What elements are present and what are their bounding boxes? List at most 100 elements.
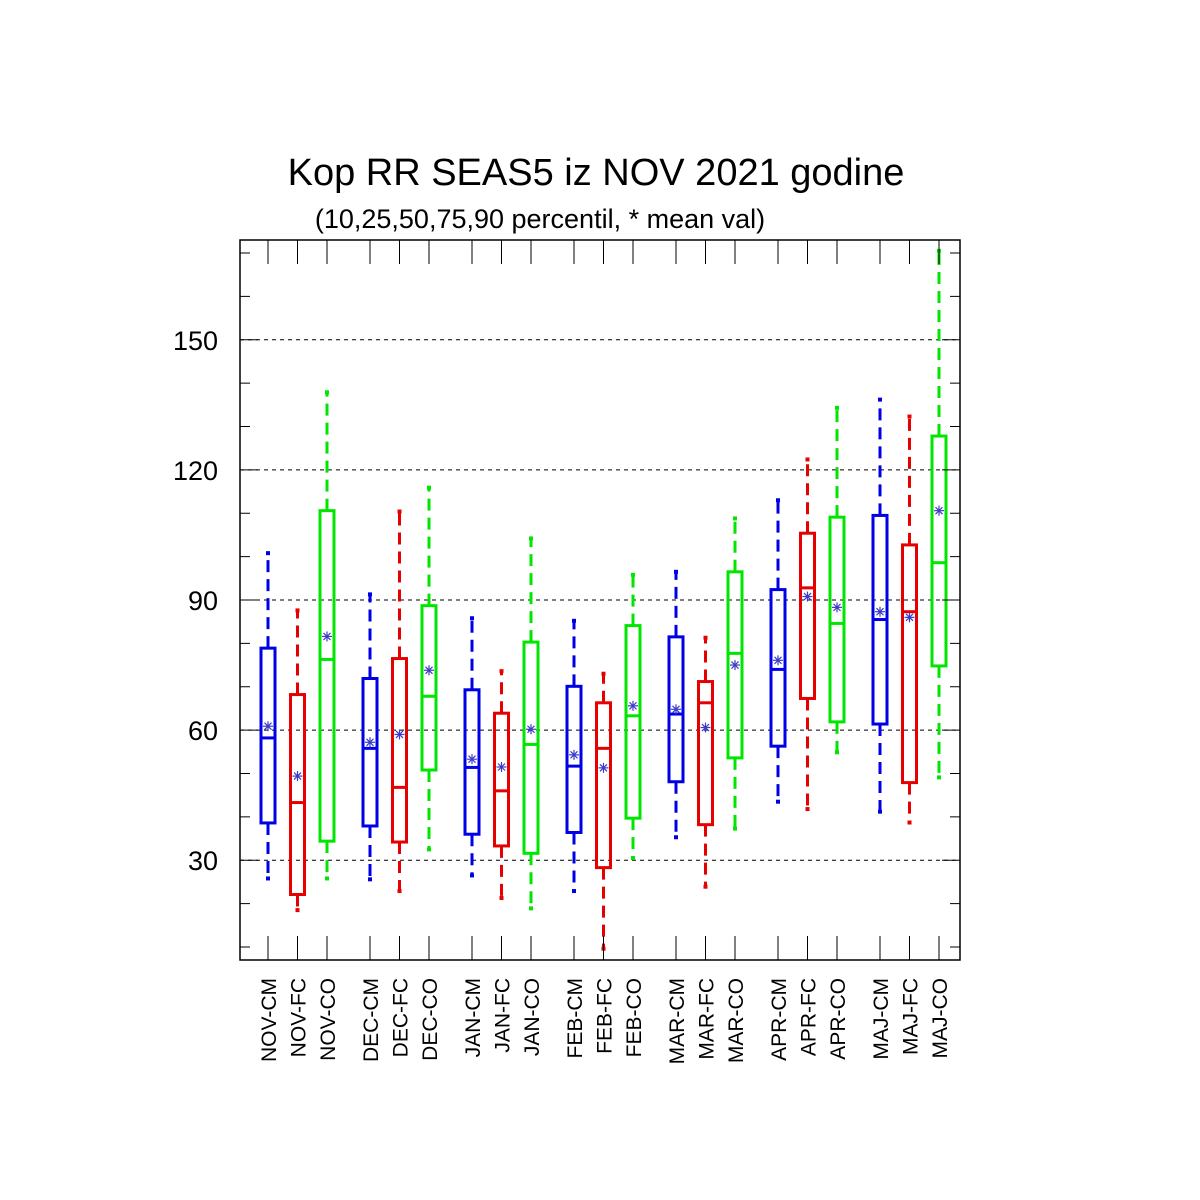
box-mar-fc xyxy=(697,635,714,889)
iqr-box xyxy=(318,509,336,843)
x-tick-label: MAJ-FC xyxy=(900,978,923,1055)
box-dec-co xyxy=(420,485,438,852)
mean-marker xyxy=(424,665,434,676)
box-jan-fc xyxy=(493,669,510,900)
mean-marker xyxy=(569,749,579,760)
box-dec-cm xyxy=(361,592,379,882)
mean-marker-stroke xyxy=(672,705,680,714)
box-feb-fc xyxy=(595,671,612,951)
y-tick-label: 150 xyxy=(173,326,218,356)
iqr-box xyxy=(828,515,846,724)
box-feb-cm xyxy=(565,618,583,894)
mean-marker xyxy=(292,771,303,782)
mean-marker xyxy=(934,505,944,516)
box-jan-co xyxy=(522,536,540,911)
mean-marker-stroke xyxy=(935,506,943,515)
iqr-box xyxy=(391,657,408,844)
chart-title: Kop RR SEAS5 iz NOV 2021 godine xyxy=(288,152,905,194)
x-tick-label: FEB-CO xyxy=(623,978,646,1057)
iqr-box xyxy=(799,531,816,700)
x-tick-label: JAN-CO xyxy=(521,978,544,1056)
iqr-box xyxy=(595,701,612,870)
mean-marker xyxy=(802,591,813,602)
box-mar-co xyxy=(726,516,744,831)
mean-marker-stroke xyxy=(468,755,476,764)
mean-marker-stroke xyxy=(599,763,608,772)
box-maj-cm xyxy=(871,397,889,814)
mean-marker-stroke xyxy=(323,632,331,641)
x-tick-label: NOV-FC xyxy=(288,978,311,1057)
iqr-box xyxy=(624,624,642,820)
mean-marker xyxy=(773,655,783,666)
iqr-box xyxy=(726,570,744,760)
x-tick-label: MAJ-CM xyxy=(870,978,893,1060)
iqr-box xyxy=(522,640,540,855)
mean-marker-stroke xyxy=(527,725,535,734)
plot-frame xyxy=(239,239,961,961)
iqr-box xyxy=(420,604,438,772)
mean-marker xyxy=(598,762,609,773)
mean-marker xyxy=(730,660,740,671)
x-tick-label: DEC-CM xyxy=(360,978,383,1062)
iqr-box xyxy=(901,543,918,785)
mean-marker-stroke xyxy=(497,763,506,771)
mean-marker xyxy=(322,631,332,642)
y-tick-label: 60 xyxy=(188,716,218,746)
iqr-box xyxy=(565,684,583,834)
mean-marker-stroke xyxy=(905,613,914,622)
box-apr-fc xyxy=(799,457,816,812)
mean-marker-stroke xyxy=(293,772,302,781)
box-maj-co xyxy=(930,248,948,780)
mean-marker xyxy=(628,700,638,711)
x-tick-label: NOV-CO xyxy=(317,978,340,1061)
mean-marker-stroke xyxy=(876,607,884,616)
iqr-box xyxy=(930,434,948,668)
box-apr-co xyxy=(828,405,846,755)
mean-marker-stroke xyxy=(425,666,433,675)
box-feb-co xyxy=(624,572,642,861)
y-tick-label: 120 xyxy=(173,456,218,486)
mean-marker xyxy=(700,722,711,733)
box-nov-fc xyxy=(289,608,306,913)
box-layer xyxy=(259,248,948,951)
iqr-box xyxy=(769,588,787,748)
mean-marker xyxy=(394,729,405,740)
x-tick-label: JAN-FC xyxy=(492,978,515,1053)
x-tick-label: NOV-CM xyxy=(258,978,281,1062)
mean-marker xyxy=(263,721,273,732)
mean-marker-stroke xyxy=(264,722,272,731)
x-tick-label: FEB-FC xyxy=(594,978,617,1054)
mean-marker-stroke xyxy=(774,656,782,665)
mean-marker xyxy=(526,724,536,735)
x-tick-label: MAR-CO xyxy=(725,978,748,1063)
mean-marker-stroke xyxy=(731,661,739,669)
iqr-box xyxy=(697,680,714,827)
box-dec-fc xyxy=(391,509,408,894)
mean-marker-stroke xyxy=(570,750,578,759)
iqr-box xyxy=(667,635,685,784)
y-tick-label: 90 xyxy=(188,586,218,616)
x-tick-label: DEC-FC xyxy=(390,978,413,1057)
mean-marker-stroke xyxy=(833,603,841,612)
box-nov-co xyxy=(318,390,336,881)
chart-subtitle: (10,25,50,75,90 percentil, * mean val) xyxy=(315,204,765,234)
mean-marker xyxy=(904,612,915,623)
grid-lines xyxy=(240,339,960,861)
iqr-box xyxy=(259,646,277,825)
axes: 30 60 90 120 150 NOV-CM NOV-FC NOV-CO DEC-CM DEC-… xyxy=(173,240,960,1064)
x-tick-label: MAJ-CO xyxy=(929,978,952,1059)
box-nov-cm xyxy=(259,551,277,881)
x-tick-label: MAR-CM xyxy=(666,978,689,1064)
x-tick-label: DEC-CO xyxy=(419,978,442,1061)
box-jan-cm xyxy=(463,616,481,878)
x-tick-label: JAN-CM xyxy=(462,978,485,1057)
x-tick-label: FEB-CM xyxy=(564,978,587,1059)
iqr-box xyxy=(463,688,481,836)
mean-marker xyxy=(467,754,477,765)
box-apr-cm xyxy=(769,498,787,804)
iqr-box xyxy=(493,711,510,848)
x-tick-label: APR-CM xyxy=(768,978,791,1061)
mean-marker xyxy=(496,761,507,772)
mean-marker-stroke xyxy=(395,730,404,739)
mean-marker-stroke xyxy=(701,723,710,732)
